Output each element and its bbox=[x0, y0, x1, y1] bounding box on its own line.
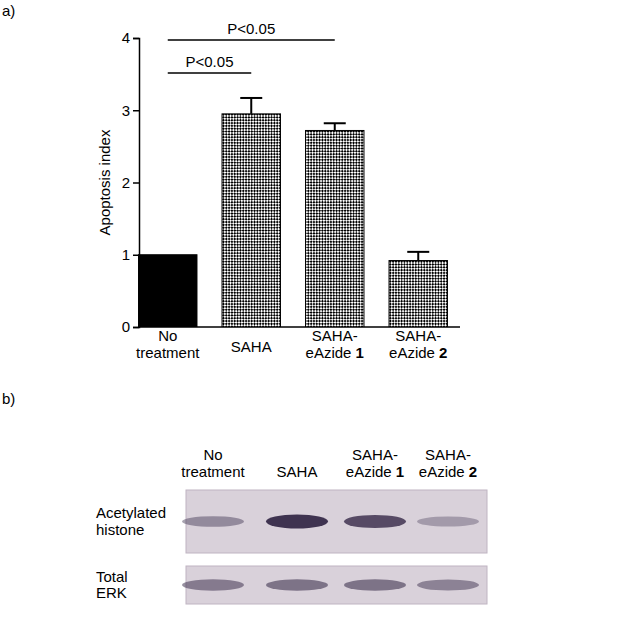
text-line: No bbox=[203, 446, 222, 463]
error-stem bbox=[417, 252, 419, 261]
x-tick: SAHA-eAzide 1 bbox=[306, 327, 364, 361]
row-label: Acetylatedhistone bbox=[96, 504, 166, 538]
blot-row bbox=[182, 490, 487, 553]
text-line: SAHA- bbox=[395, 327, 441, 344]
text-line: treatment bbox=[181, 463, 245, 480]
error-bar bbox=[407, 252, 429, 261]
plot-area bbox=[139, 98, 448, 327]
error-stem bbox=[250, 98, 252, 114]
blot-band bbox=[344, 515, 406, 528]
x-tick-label: SAHA-eAzide 2 bbox=[389, 327, 447, 361]
blot-band bbox=[182, 579, 244, 590]
x-tick-label: SAHA bbox=[231, 338, 272, 355]
text-line: SAHA- bbox=[425, 446, 471, 463]
lane-label: SAHA-eAzide 1 bbox=[346, 446, 404, 480]
significance-label: P<0.05 bbox=[186, 53, 234, 70]
error-cap bbox=[240, 97, 262, 99]
text-bold: 1 bbox=[396, 463, 404, 480]
y-tick-label: 4 bbox=[122, 29, 130, 46]
text-line: No bbox=[158, 327, 177, 344]
error-stem bbox=[334, 123, 336, 130]
y-tick-label: 3 bbox=[122, 102, 130, 119]
text-line: eAzide bbox=[419, 463, 469, 480]
text-bold: 2 bbox=[469, 463, 477, 480]
y-tick: 3 bbox=[122, 102, 139, 119]
error-bar bbox=[240, 98, 262, 114]
text-line: eAzide bbox=[306, 344, 356, 361]
x-tick: SAHA bbox=[231, 327, 272, 355]
text-line: histone bbox=[96, 521, 144, 538]
lane-label: Notreatment bbox=[181, 446, 245, 480]
y-tick-label: 0 bbox=[122, 318, 130, 335]
y-tick: 4 bbox=[122, 29, 139, 46]
error-bar bbox=[324, 123, 346, 130]
error-cap bbox=[324, 122, 346, 124]
lane-label: SAHA bbox=[277, 463, 318, 480]
y-tick: 1 bbox=[122, 246, 139, 263]
text-line: eAzide bbox=[389, 344, 439, 361]
x-tick: Notreatment bbox=[136, 327, 200, 361]
panel-label: a) bbox=[2, 2, 15, 19]
blot-row bbox=[182, 566, 487, 604]
y-tick-mark bbox=[133, 110, 139, 112]
text-line: ERK bbox=[96, 584, 127, 601]
blot-band bbox=[417, 516, 479, 526]
blot-band bbox=[417, 580, 479, 591]
blot-band bbox=[266, 579, 328, 591]
y-tick-mark bbox=[133, 38, 139, 40]
significance-line bbox=[168, 39, 335, 41]
blot-band bbox=[266, 515, 328, 529]
panel-label: b) bbox=[2, 390, 15, 407]
text-line: Total bbox=[96, 568, 128, 585]
bar bbox=[222, 114, 280, 327]
figure: a)b)01234Apoptosis indexNotreatmentSAHAS… bbox=[0, 0, 628, 626]
significance-label: P<0.05 bbox=[227, 20, 275, 37]
error-cap bbox=[407, 251, 429, 253]
text-bold: 2 bbox=[439, 344, 447, 361]
x-tick-label: SAHA-eAzide 1 bbox=[306, 327, 364, 361]
row-label: TotalERK bbox=[96, 568, 128, 602]
text-line: treatment bbox=[136, 344, 200, 361]
bar bbox=[306, 130, 364, 327]
y-tick-mark bbox=[133, 182, 139, 184]
blot-band bbox=[182, 516, 244, 527]
y-axis-title: Apoptosis index bbox=[96, 129, 113, 235]
text-line: eAzide bbox=[346, 463, 396, 480]
x-axis: NotreatmentSAHASAHA-eAzide 1SAHA-eAzide … bbox=[136, 327, 460, 361]
y-tick-label: 1 bbox=[122, 246, 130, 263]
text-line: SAHA- bbox=[352, 446, 398, 463]
significance-line bbox=[168, 72, 252, 74]
blot-band bbox=[344, 579, 406, 591]
text-line: SAHA- bbox=[312, 327, 358, 344]
bar bbox=[389, 261, 447, 327]
y-tick: 2 bbox=[122, 174, 139, 191]
lane-label: SAHA-eAzide 2 bbox=[419, 446, 477, 480]
y-tick: 0 bbox=[122, 318, 139, 335]
text-line: Acetylated bbox=[96, 504, 166, 521]
x-tick-label: Notreatment bbox=[136, 327, 200, 361]
bar bbox=[139, 255, 197, 327]
text-bold: 1 bbox=[356, 344, 364, 361]
y-axis: 0 1 2 3 4 bbox=[122, 29, 140, 335]
y-tick-label: 2 bbox=[122, 174, 130, 191]
x-tick: SAHA-eAzide 2 bbox=[389, 327, 447, 361]
